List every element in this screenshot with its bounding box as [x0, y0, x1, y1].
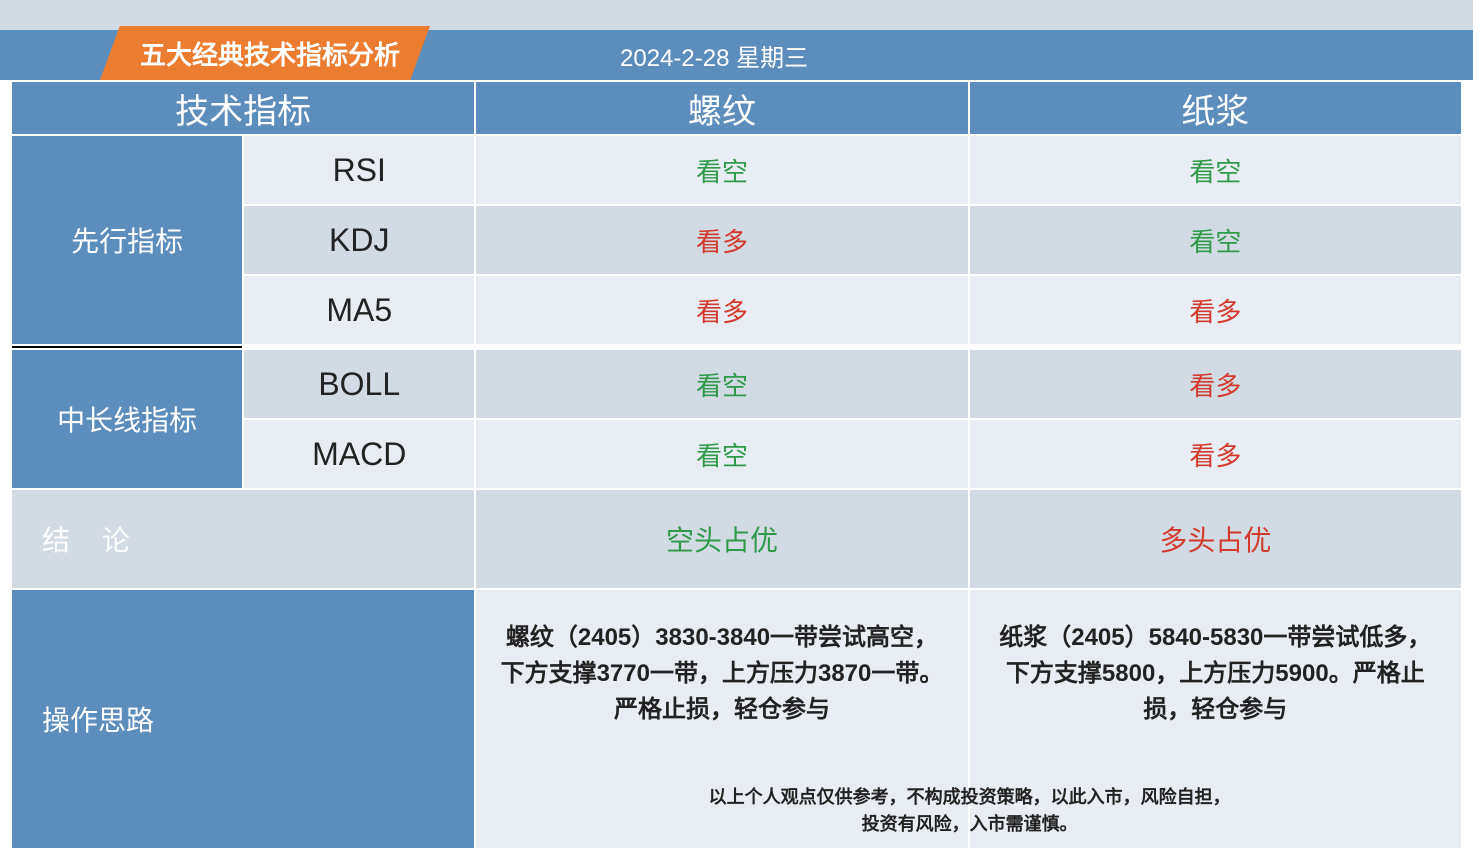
- conclusion-p1: 空头占优: [475, 489, 968, 589]
- row-conclusion: 结 论 空头占优 多头占优: [11, 489, 1462, 589]
- col-product1: 螺纹: [475, 81, 968, 135]
- group-medium-long: 中长线指标: [11, 349, 243, 489]
- strategy-p1-text: 螺纹（2405）3830-3840一带尝试高空，下方支撑3770一带，上方压力3…: [496, 620, 947, 728]
- top-band: [0, 0, 1473, 30]
- conclusion-p2: 多头占优: [969, 489, 1462, 589]
- indicator-boll: BOLL: [243, 349, 475, 419]
- indicator-kdj: KDJ: [243, 205, 475, 275]
- disclaimer-line1: 以上个人观点仅供参考，不构成投资策略，以此入市，风险自担，: [478, 784, 1461, 811]
- kdj-p2: 看空: [969, 205, 1462, 275]
- rsi-p1: 看空: [475, 135, 968, 205]
- row-strategy: 操作思路 螺纹（2405）3830-3840一带尝试高空，下方支撑3770一带，…: [11, 589, 1462, 849]
- strategy-label: 操作思路: [11, 589, 475, 849]
- conclusion-label: 结 论: [11, 489, 475, 589]
- strategy-p2-text: 纸浆（2405）5840-5830一带尝试低多，下方支撑5800，上方压力590…: [990, 620, 1441, 728]
- date-label: 2024-2-28 星期三: [460, 30, 1473, 80]
- kdj-p1: 看多: [475, 205, 968, 275]
- col-product2: 纸浆: [969, 81, 1462, 135]
- row-boll: 中长线指标 BOLL 看空 看多: [11, 349, 1462, 419]
- rsi-p2: 看空: [969, 135, 1462, 205]
- header-row: 五大经典技术指标分析 2024-2-28 星期三: [0, 30, 1473, 80]
- col-indicator: 技术指标: [11, 81, 475, 135]
- strategy-p2: 纸浆（2405）5840-5830一带尝试低多，下方支撑5800，上方压力590…: [969, 589, 1462, 849]
- analysis-table: 技术指标 螺纹 纸浆 先行指标 RSI 看空 看空 KDJ 看多 看空 MA5 …: [10, 80, 1463, 850]
- disclaimer-line2: 投资有风险，入市需谨慎。: [478, 811, 1461, 838]
- ma5-p2: 看多: [969, 275, 1462, 345]
- ma5-p1: 看多: [475, 275, 968, 345]
- macd-p2: 看多: [969, 419, 1462, 489]
- indicator-ma5: MA5: [243, 275, 475, 345]
- tab-wrap: 五大经典技术指标分析: [0, 30, 460, 80]
- macd-p1: 看空: [475, 419, 968, 489]
- table-header-row: 技术指标 螺纹 纸浆: [11, 81, 1462, 135]
- group-leading: 先行指标: [11, 135, 243, 345]
- indicator-rsi: RSI: [243, 135, 475, 205]
- boll-p1: 看空: [475, 349, 968, 419]
- title-tab: 五大经典技术指标分析: [100, 26, 430, 80]
- boll-p2: 看多: [969, 349, 1462, 419]
- indicator-macd: MACD: [243, 419, 475, 489]
- row-rsi: 先行指标 RSI 看空 看空: [11, 135, 1462, 205]
- disclaimer: 以上个人观点仅供参考，不构成投资策略，以此入市，风险自担， 投资有风险，入市需谨…: [478, 784, 1461, 838]
